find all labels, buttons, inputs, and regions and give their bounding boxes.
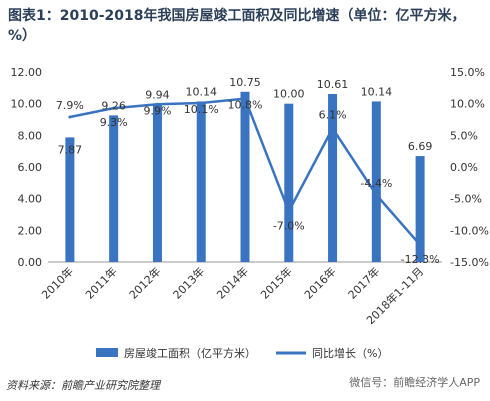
chart-title: 图表1：2010-2018年我国房屋竣工面积及同比增速（单位：亿平方米，%） bbox=[8, 8, 466, 44]
bar bbox=[328, 94, 338, 262]
right-axis-tick-label: -10.0% bbox=[450, 224, 489, 237]
right-axis-tick-label: 5.0% bbox=[450, 129, 478, 142]
growth-point bbox=[287, 209, 291, 213]
growth-value-label: 9.3% bbox=[100, 116, 128, 129]
growth-value-label: 10.8% bbox=[228, 99, 263, 112]
right-axis-tick-label: 10.0% bbox=[450, 98, 485, 111]
growth-point bbox=[112, 106, 116, 110]
x-axis-category-label: 2016年 bbox=[301, 264, 338, 301]
growth-value-label: -4.4% bbox=[360, 177, 392, 190]
bar-value-label: 10.14 bbox=[185, 85, 217, 98]
bar bbox=[65, 137, 75, 262]
bar-value-label: 9.94 bbox=[145, 89, 170, 102]
bar-value-label: 7.87 bbox=[58, 143, 83, 156]
bar bbox=[371, 101, 381, 262]
x-axis-category-label: 2011年 bbox=[82, 264, 119, 301]
right-axis-tick-label: 15.0% bbox=[450, 66, 485, 79]
x-axis-category-label: 2017年 bbox=[345, 264, 382, 301]
bar-value-label: 10.61 bbox=[317, 78, 349, 91]
growth-value-label: 9.9% bbox=[143, 104, 171, 117]
left-axis-tick-label: 8.00 bbox=[18, 129, 43, 142]
x-axis-category-label: 2014年 bbox=[214, 264, 251, 301]
source-note: 资料来源：前瞻产业研究院整理 bbox=[6, 379, 160, 392]
left-axis-tick-label: 0.00 bbox=[18, 256, 43, 269]
left-axis-tick-label: 12.00 bbox=[11, 66, 43, 79]
growth-point bbox=[331, 126, 335, 130]
left-axis-tick-label: 6.00 bbox=[18, 161, 43, 174]
bar-value-label: 10.00 bbox=[273, 88, 305, 101]
bar bbox=[284, 103, 294, 263]
growth-value-label: 7.9% bbox=[56, 99, 84, 112]
growth-point bbox=[418, 243, 422, 247]
growth-point bbox=[374, 193, 378, 197]
bar bbox=[109, 115, 119, 262]
bar-value-label: 9.26 bbox=[101, 99, 126, 112]
bar-value-label: 10.14 bbox=[361, 85, 393, 98]
bar bbox=[240, 91, 250, 263]
right-axis-tick-label: 0.0% bbox=[450, 161, 478, 174]
growth-value-label: 10.1% bbox=[184, 103, 219, 116]
growth-value-label: -12.3% bbox=[401, 253, 440, 266]
left-axis-tick-label: 4.00 bbox=[18, 193, 43, 206]
growth-point bbox=[243, 97, 247, 101]
legend-line-label: 同比增长（%） bbox=[312, 346, 388, 360]
x-axis-category-label: 2012年 bbox=[126, 264, 163, 301]
bar bbox=[196, 101, 206, 262]
right-axis-tick-label: -5.0% bbox=[450, 193, 482, 206]
bar bbox=[152, 104, 162, 262]
right-axis-tick-label: -15.0% bbox=[450, 256, 489, 269]
watermark-text: 微信号：前瞻经济学人APP bbox=[349, 376, 480, 389]
x-axis-category-label: 2013年 bbox=[170, 264, 207, 301]
legend-bar-label: 房屋竣工面积（亿平方米） bbox=[124, 346, 256, 360]
x-axis-category-label: 2015年 bbox=[257, 264, 294, 301]
bar-value-label: 6.69 bbox=[408, 140, 433, 153]
left-axis-tick-label: 2.00 bbox=[18, 224, 43, 237]
growth-point bbox=[155, 102, 159, 106]
growth-value-label: -7.0% bbox=[273, 219, 305, 232]
bar-value-label: 10.75 bbox=[229, 76, 261, 89]
bar bbox=[415, 156, 425, 262]
x-axis-category-label: 2010年 bbox=[39, 264, 76, 301]
left-axis-tick-label: 10.00 bbox=[11, 98, 43, 111]
growth-value-label: 6.1% bbox=[319, 108, 347, 121]
growth-point bbox=[199, 101, 203, 105]
legend-bar-swatch bbox=[96, 348, 118, 357]
growth-point bbox=[68, 115, 72, 119]
